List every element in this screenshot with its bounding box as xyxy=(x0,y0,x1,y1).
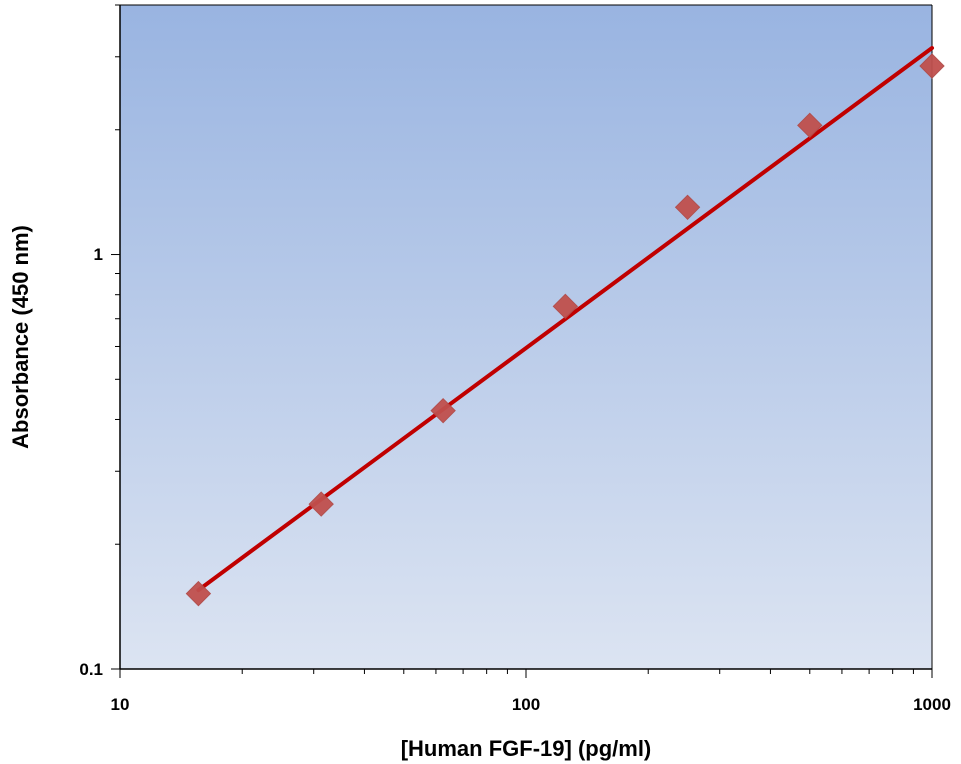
minor-ticks xyxy=(115,4,914,674)
y-axis-title: Absorbance (450 nm) xyxy=(8,225,33,449)
data-point xyxy=(308,491,334,517)
y-tick-label-1: 1 xyxy=(94,245,103,264)
data-point xyxy=(430,397,456,424)
data-point xyxy=(552,293,579,320)
data-point xyxy=(674,194,701,221)
x-tick-label-10: 10 xyxy=(111,695,130,714)
data-point xyxy=(797,112,823,139)
data-point xyxy=(919,53,945,79)
x-axis-title: [Human FGF-19] (pg/ml) xyxy=(401,736,652,761)
data-point xyxy=(185,580,212,607)
major-ticks xyxy=(111,254,933,678)
plot-area xyxy=(120,5,932,669)
x-tick-label-1000: 1000 xyxy=(913,695,951,714)
data-points-layer xyxy=(185,53,945,607)
x-tick-label-100: 100 xyxy=(512,695,540,714)
y-tick-label-0.1: 0.1 xyxy=(79,660,103,679)
